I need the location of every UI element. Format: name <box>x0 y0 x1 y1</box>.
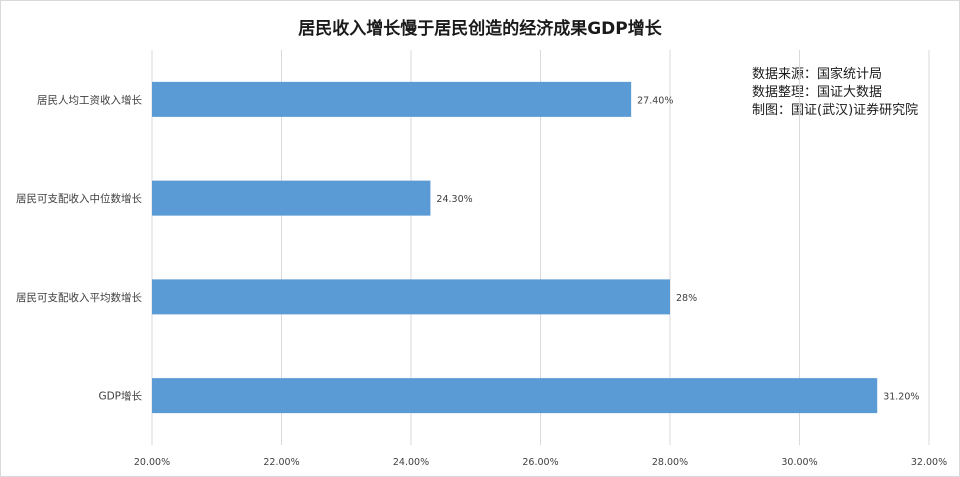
source-note-data-compiler: 数据整理：国证大数据 <box>752 85 883 100</box>
bar <box>152 81 632 117</box>
source-notes: 数据来源：国家统计局 数据整理：国证大数据 制图：国证(武汉)证券研究院 <box>752 66 918 120</box>
x-tick-label: 28.00% <box>652 457 688 468</box>
category-label: 居民人均工资收入增长 <box>37 93 142 106</box>
category-label: 居民可支配收入中位数增长 <box>16 192 142 205</box>
x-tick-label: 26.00% <box>522 457 558 468</box>
source-note-chart-maker: 制图：国证(武汉)证券研究院 <box>752 103 919 118</box>
x-tick-label: 30.00% <box>781 457 817 468</box>
bar <box>152 279 670 315</box>
x-tick-label: 24.00% <box>393 457 429 468</box>
x-tick-label: 22.00% <box>263 457 299 468</box>
x-tick-label: 32.00% <box>911 457 947 468</box>
data-label: 27.40% <box>637 95 673 106</box>
bar <box>152 378 878 414</box>
x-tick-label: 20.00% <box>134 457 170 468</box>
source-note-data-source: 数据来源：国家统计局 <box>752 67 883 82</box>
category-label: GDP增长 <box>98 390 142 403</box>
chart-title: 居民收入增长慢于居民创造的经济成果GDP增长 <box>298 19 662 39</box>
bar <box>152 180 431 216</box>
data-label: 28% <box>676 293 697 304</box>
data-label: 31.20% <box>883 392 919 403</box>
category-label: 居民可支配收入平均数增长 <box>16 291 142 304</box>
data-label: 24.30% <box>436 194 472 205</box>
